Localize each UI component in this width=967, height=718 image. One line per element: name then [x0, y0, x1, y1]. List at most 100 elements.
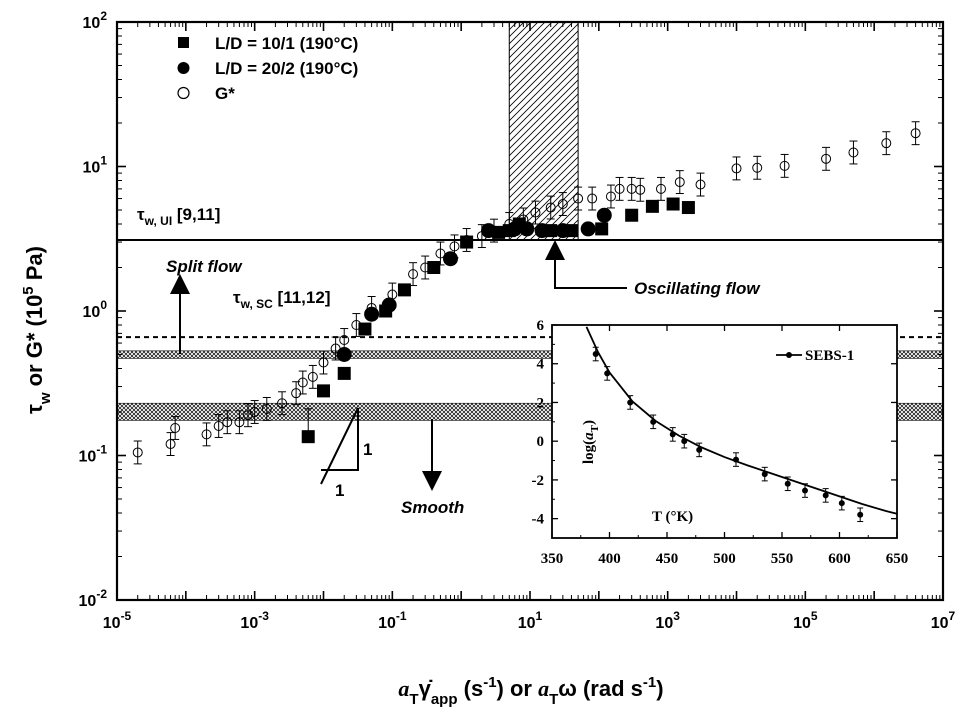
- gstar-point: [752, 162, 763, 173]
- y-tick-label-exp: -2: [96, 587, 107, 601]
- slope-label-horizontal: 1: [335, 481, 344, 500]
- gstar-point: [291, 388, 302, 399]
- x-tick-label-exp: 5: [811, 609, 818, 623]
- x-axis-or: ) or: [497, 676, 539, 701]
- x-axis-app: app: [431, 691, 458, 708]
- ld10-point: [427, 261, 441, 275]
- inset-point: [604, 370, 611, 377]
- x-tick-label-base: 10: [240, 615, 258, 632]
- gstar-point: [307, 371, 318, 382]
- x-tick-label-base: 10: [655, 615, 673, 632]
- gstar-point: [779, 160, 790, 171]
- gstar-point: [297, 377, 308, 388]
- legend: L/D = 10/1 (190°C) L/D = 20/2 (190°C) G*: [177, 34, 358, 103]
- gstar-point: [351, 320, 362, 331]
- inset-y-label-log: log(: [581, 440, 597, 464]
- main-reference-lines: [117, 238, 943, 339]
- gstar-point: [261, 403, 272, 414]
- inset-point: [838, 500, 845, 507]
- gstar-point: [408, 269, 419, 280]
- y-tick-label-base: 10: [79, 593, 97, 610]
- y-tick-label: 10-2: [79, 587, 108, 610]
- gstar-point: [449, 241, 460, 252]
- x-axis-a1: a: [398, 676, 409, 701]
- y-axis-label-rest: or G* (10: [22, 295, 47, 393]
- ld20-point: [596, 207, 612, 223]
- x-axis-gamma: γ̇: [419, 676, 433, 701]
- inset-x-tick-label: 450: [656, 551, 679, 567]
- x-tick-label-base: 10: [378, 615, 396, 632]
- main-series: [132, 121, 921, 465]
- ld10-point: [358, 322, 372, 336]
- x-axis-label: aTγ̇app (s-1) or aTω (rad s-1): [398, 674, 663, 708]
- y-tick-label-exp: 1: [100, 154, 107, 168]
- gstar-point: [545, 202, 556, 213]
- slope-label-vertical: 1: [363, 440, 372, 459]
- y-axis-label-sub: w: [37, 392, 54, 405]
- y-tick-label-exp: -1: [96, 443, 107, 457]
- x-tick-label-base: 10: [518, 615, 536, 632]
- y-axis-label: τw or G* (105 Pa): [20, 246, 54, 414]
- ld10-point: [301, 430, 315, 444]
- gstar-point: [910, 128, 921, 139]
- gstar-point: [330, 343, 341, 354]
- inset-point: [650, 418, 657, 425]
- gstar-point: [461, 234, 472, 245]
- x-tick-label: 10-3: [240, 609, 269, 632]
- x-tick-label-base: 10: [793, 615, 811, 632]
- gstar-point: [587, 193, 598, 204]
- tau-sc-main: τ: [233, 288, 241, 307]
- y-tick-label-exp: 0: [100, 298, 107, 312]
- inset-point: [592, 351, 599, 358]
- inset-y-tick-label: 2: [537, 395, 545, 411]
- ld20-point: [481, 223, 497, 239]
- ld10-point: [681, 201, 695, 215]
- inset-point: [802, 487, 808, 494]
- inset-point: [857, 511, 864, 518]
- inset-y-tick-label: -2: [532, 473, 545, 489]
- inset-y-label-T: T: [589, 424, 601, 432]
- inset-chart: 350 400 450 500 550 600 650 6 4 2 0 -2 -4 SEBS-1 T (°K…: [532, 318, 909, 567]
- gstar-point: [277, 398, 288, 409]
- y-tick-label: 10-1: [79, 443, 108, 466]
- tau-ui-ref: [9,11]: [172, 205, 220, 224]
- gstar-point: [170, 422, 181, 433]
- ld10-point: [317, 384, 330, 398]
- gstar-point: [605, 191, 616, 202]
- tau-ui-main: τ: [137, 205, 145, 224]
- x-axis-omega: ω (rad s: [558, 676, 643, 701]
- legend-marker-filled-circle: [177, 62, 190, 74]
- x-axis-T1: T: [409, 691, 418, 708]
- x-tick-label-exp: -3: [258, 609, 269, 623]
- x-axis-T2: T: [549, 691, 558, 708]
- slope-triangle: [320, 407, 359, 485]
- gstar-point: [249, 407, 260, 418]
- ld10-point: [625, 208, 639, 222]
- ld10-point: [397, 283, 411, 297]
- legend-label-gstar: G*: [215, 84, 235, 103]
- gstar-point: [132, 447, 143, 458]
- tau-ui-label: τw, UI [9,11]: [137, 205, 220, 228]
- y-tick-label-exp: 2: [100, 9, 107, 23]
- gstar-point: [339, 334, 350, 345]
- gstar-point: [242, 410, 253, 421]
- gstar-point: [557, 199, 568, 210]
- series-open-circle: [132, 121, 921, 465]
- tau-ui-sub: w, UI: [144, 214, 173, 228]
- gstar-point: [201, 429, 212, 440]
- gstar-point: [222, 417, 233, 428]
- legend-label-ld10: L/D = 10/1 (190°C): [215, 34, 358, 53]
- inset-legend-label: SEBS-1: [805, 348, 854, 364]
- x-tick-label: 10-1: [378, 609, 407, 632]
- y-tick-label-base: 10: [83, 15, 101, 32]
- x-tick-label: 105: [793, 609, 818, 632]
- x-axis-sup1: -1: [483, 674, 496, 691]
- gstar-point: [695, 179, 706, 190]
- gstar-point: [881, 138, 892, 149]
- tau-sc-sub: w, SC: [240, 297, 274, 311]
- inset-point: [681, 438, 688, 445]
- gstar-point: [165, 439, 176, 450]
- y-axis-label-tau: τ: [22, 404, 47, 414]
- x-tick-label-exp: 7: [949, 609, 956, 623]
